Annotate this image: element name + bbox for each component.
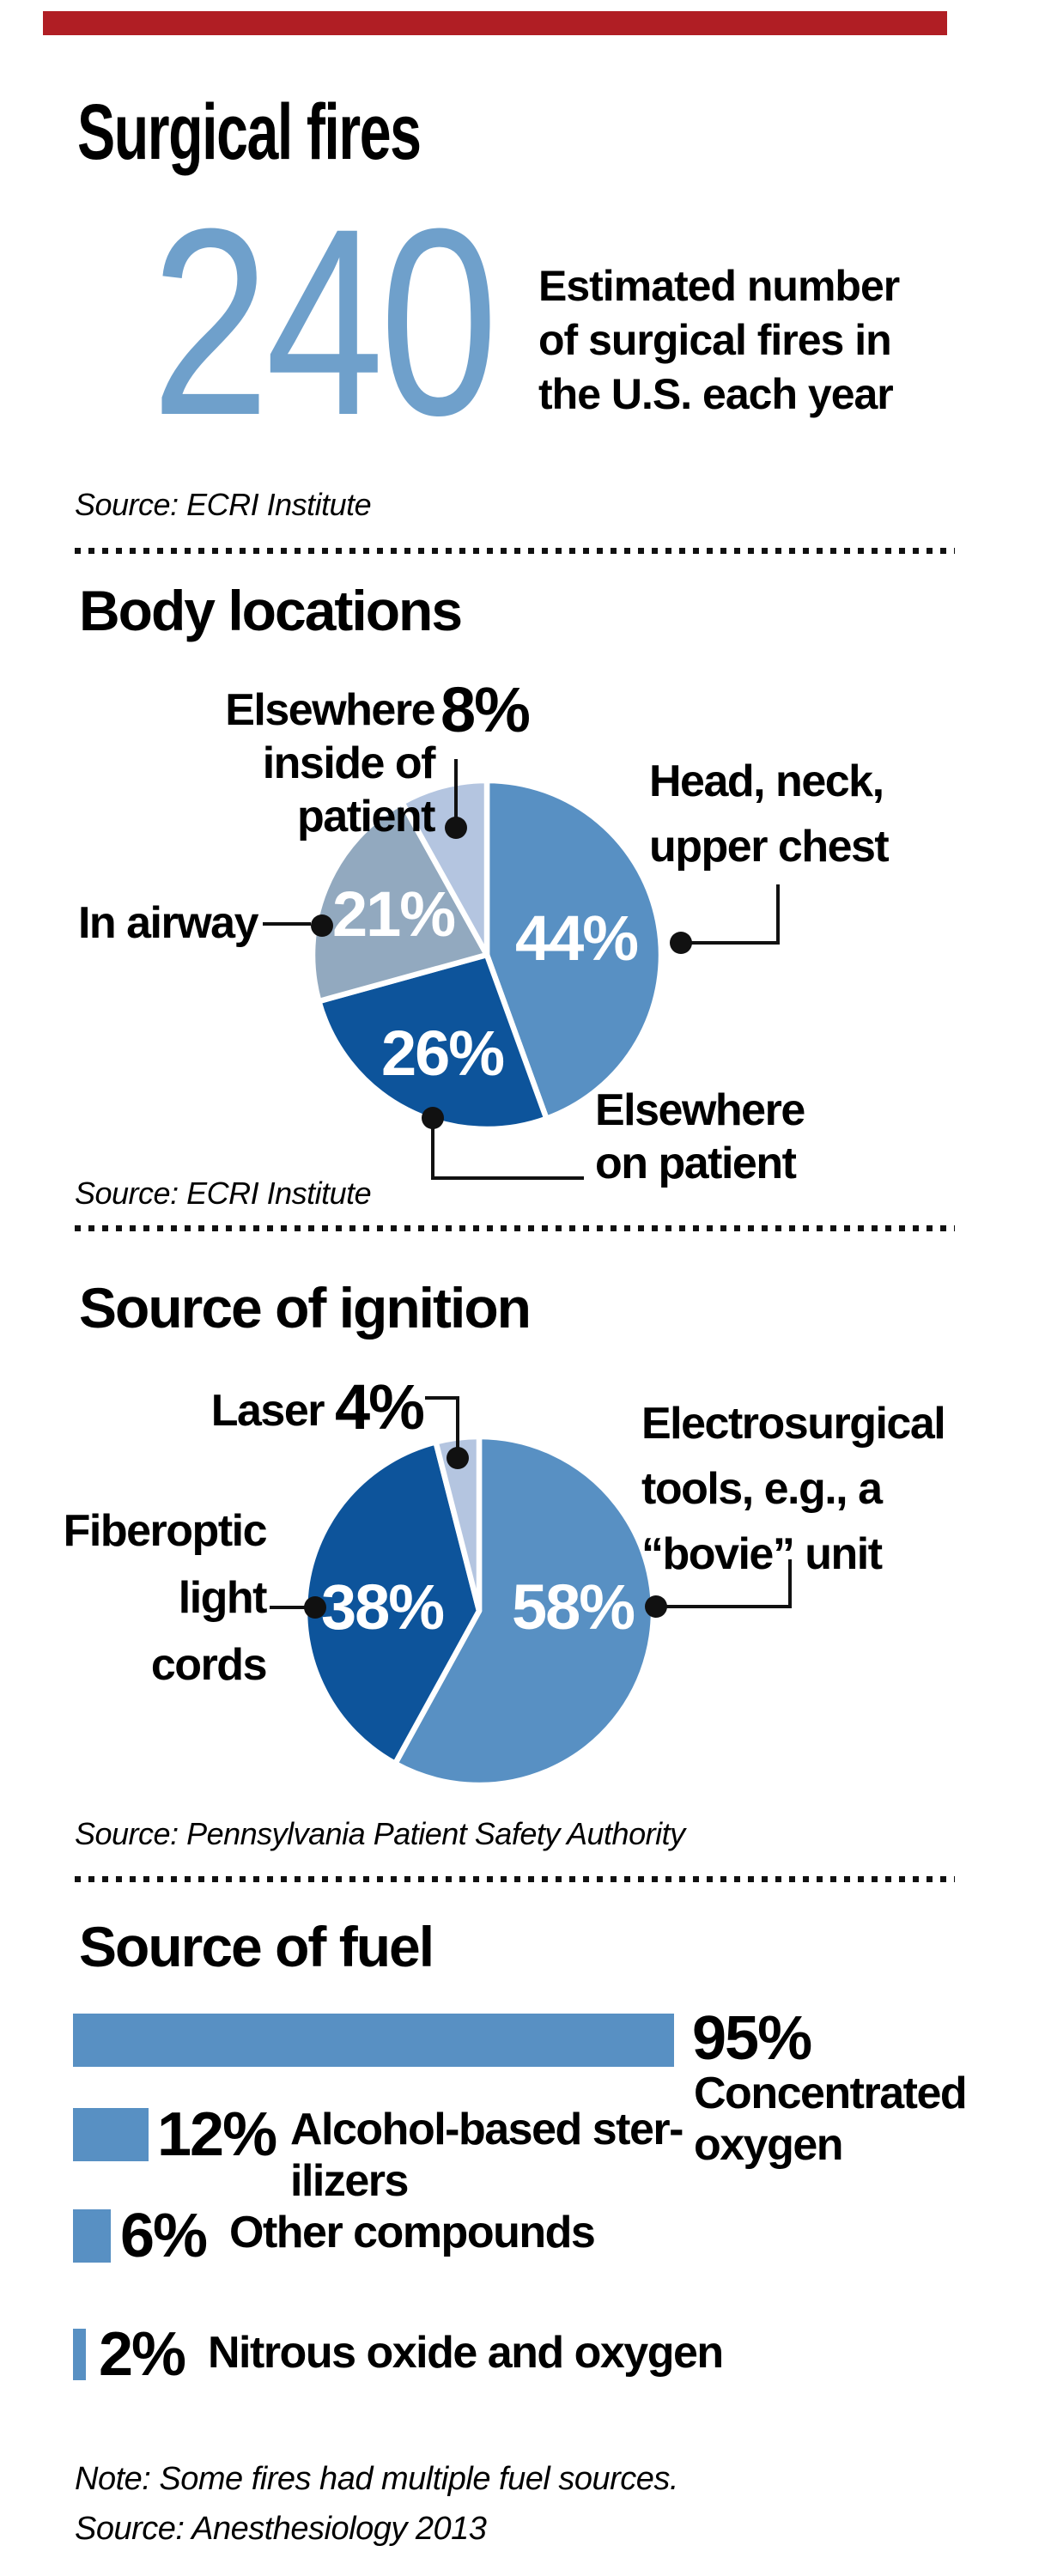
pie2-callout-dot-electro	[645, 1595, 667, 1618]
pie1-callout-line-head-h	[681, 941, 780, 945]
pie-chart-body-locations	[309, 777, 665, 1133]
pie1-pct-elsewhere-on: 26%	[380, 1018, 505, 1089]
pie1-callout-dot-head	[670, 932, 692, 954]
ignition-source: Source: Pennsylvania Patient Safety Auth…	[75, 1816, 685, 1851]
pie1-label-elsewhere-on: Elsewhere on patient	[595, 1085, 805, 1188]
pie2-callout-dot-fiberoptic	[304, 1596, 326, 1619]
page-title: Surgical fires	[77, 88, 422, 176]
pie2-callout-dot-laser	[447, 1447, 469, 1469]
pie2-label-electro: Electrosurgical tools, e.g., a “bovie” u…	[641, 1399, 946, 1579]
bar3-pct: 6%	[120, 2202, 208, 2270]
fuel-note: Note: Some fires had multiple fuel sourc…	[75, 2461, 678, 2497]
pie2-pct-electro: 58%	[511, 1571, 635, 1643]
pie2-callout-line-fiberoptic	[270, 1606, 306, 1609]
pie1-pct-elsewhere-inside: 8%	[440, 674, 531, 745]
pie-slice	[392, 1433, 657, 1789]
bar-concentrated-oxygen	[73, 2014, 674, 2067]
pie-chart-ignition	[301, 1433, 657, 1789]
pie2-callout-line-electro-h	[656, 1605, 792, 1608]
bar-nitrous-oxide	[73, 2329, 86, 2380]
pie2-label-fiberoptic: Fiberoptic light cords	[63, 1506, 268, 1690]
pie-slice	[309, 799, 490, 1005]
pie-slice	[483, 777, 665, 1122]
bar4-label: Nitrous oxide and oxygen	[208, 2328, 724, 2378]
pie1-callout-line-26-v	[431, 1118, 434, 1180]
pie1-label-in-airway: In airway	[77, 898, 259, 948]
bar-alcohol-sterilizers	[73, 2108, 149, 2161]
body-locations-source: Source: ECRI Institute	[75, 1176, 372, 1211]
bar4-pct: 2%	[99, 2320, 186, 2389]
pie-slice	[301, 1439, 483, 1767]
pie2-pct-fiberoptic: 38%	[320, 1571, 445, 1643]
divider-1	[75, 548, 955, 554]
pie2-callout-line-laser-h	[425, 1396, 459, 1400]
pie1-pct-head-neck: 44%	[514, 902, 639, 974]
top-accent-bar	[43, 11, 947, 35]
bar1-pct: 95%	[692, 2004, 812, 2073]
bar2-pct: 12%	[157, 2100, 277, 2169]
section-title-fuel: Source of fuel	[79, 1915, 434, 1978]
pie2-callout-line-electro-v	[788, 1559, 792, 1608]
pie1-callout-dot-8pct	[445, 817, 467, 839]
pie1-label-head-neck: Head, neck, upper chest	[649, 756, 890, 872]
stat-description: Estimated number of surgical fires in th…	[538, 262, 900, 418]
pie1-label-elsewhere-inside: Elsewhere inside of patient	[225, 685, 435, 841]
pie2-label-laser: Laser	[210, 1386, 325, 1436]
bar3-label: Other compounds	[229, 2208, 596, 2257]
stat-big-number: 240	[151, 173, 498, 471]
section-title-body-locations: Body locations	[79, 579, 463, 642]
pie1-callout-line-airway	[263, 922, 311, 926]
pie-slice	[316, 951, 550, 1133]
divider-3	[75, 1876, 955, 1882]
pie2-pct-laser: 4%	[335, 1371, 425, 1443]
pie1-callout-line-26-h	[431, 1176, 584, 1180]
pie1-callout-line-8pct	[454, 759, 458, 828]
pie1-callout-dot-airway	[311, 914, 333, 937]
pie1-callout-line-head-v	[776, 884, 780, 945]
pie1-pct-in-airway: 21%	[331, 878, 456, 950]
pie2-callout-line-laser-v	[456, 1396, 459, 1460]
divider-2	[75, 1225, 955, 1231]
bar2-label: Alcohol-based ster- ilizers	[290, 2105, 684, 2206]
section-title-ignition: Source of ignition	[79, 1276, 532, 1340]
pie1-callout-dot-26	[422, 1107, 444, 1129]
fuel-source: Source: Anesthesiology 2013	[75, 2511, 487, 2547]
bar1-label: Concentrated oxygen	[694, 2069, 968, 2170]
bar-other-compounds	[73, 2209, 111, 2263]
stat-source: Source: ECRI Institute	[75, 487, 372, 522]
